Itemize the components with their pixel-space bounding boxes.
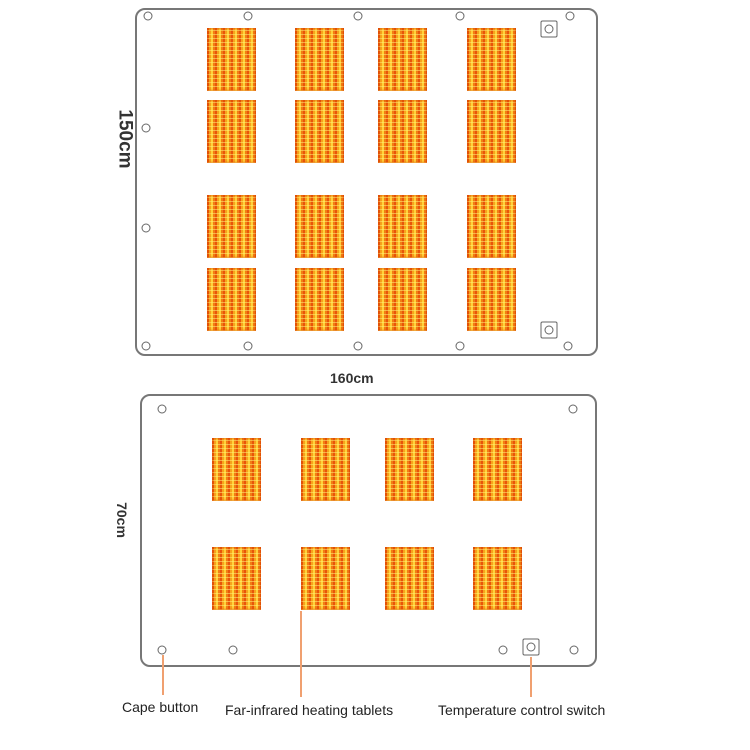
- heating-tablet: [467, 100, 516, 163]
- cape-button-hole: [157, 645, 167, 655]
- heating-tablets-callout: Far-infrared heating tablets: [225, 702, 394, 718]
- cape-button-hole: [353, 11, 363, 21]
- cape-button-callout: Cape button: [122, 699, 199, 715]
- heating-tablet: [378, 28, 427, 91]
- heating-tablet: [378, 195, 427, 258]
- temperature-switch-leader: [530, 657, 532, 697]
- heating-tablet: [207, 268, 256, 331]
- heating-tablet: [473, 438, 522, 501]
- cape-button-hole: [141, 123, 151, 133]
- cape-button-hole: [157, 404, 167, 414]
- cape-button-hole: [569, 645, 579, 655]
- cape-button-hole: [565, 11, 575, 21]
- cape-button-hole: [228, 645, 238, 655]
- cape-button-hole: [243, 11, 253, 21]
- cape-button-hole: [143, 11, 153, 21]
- temperature-switch-icon: [522, 638, 540, 656]
- heating-tablet: [473, 547, 522, 610]
- cape-button-hole: [563, 341, 573, 351]
- heating-tablet: [301, 547, 350, 610]
- cape-button-hole: [568, 404, 578, 414]
- heating-tablet: [295, 100, 344, 163]
- heating-tablet: [295, 195, 344, 258]
- heating-tablet: [467, 28, 516, 91]
- temperature-switch-icon: [540, 20, 558, 38]
- heating-tablet: [207, 100, 256, 163]
- large-heating-panel: [135, 8, 598, 356]
- heating-tablets-leader: [300, 611, 302, 697]
- heating-tablet: [378, 268, 427, 331]
- heating-tablet: [295, 28, 344, 91]
- heating-tablet: [385, 547, 434, 610]
- heating-tablet: [295, 268, 344, 331]
- cape-button-hole: [455, 341, 465, 351]
- large-width-label: 160cm: [330, 370, 374, 386]
- temperature-switch-icon: [540, 321, 558, 339]
- cape-button-hole: [353, 341, 363, 351]
- cape-button-hole: [141, 223, 151, 233]
- large-height-label: 150cm: [114, 109, 136, 169]
- small-heating-panel: [140, 394, 597, 667]
- heating-tablet: [467, 268, 516, 331]
- heating-tablet: [212, 438, 261, 501]
- cape-button-hole: [141, 341, 151, 351]
- heating-tablet: [207, 28, 256, 91]
- heating-tablet: [207, 195, 256, 258]
- cape-button-leader: [162, 655, 164, 695]
- heating-tablet: [385, 438, 434, 501]
- temperature-switch-callout: Temperature control switch: [438, 702, 606, 718]
- cape-button-hole: [243, 341, 253, 351]
- heating-tablet: [301, 438, 350, 501]
- heating-tablet: [212, 547, 261, 610]
- cape-button-hole: [455, 11, 465, 21]
- cape-button-hole: [498, 645, 508, 655]
- heating-tablet: [467, 195, 516, 258]
- heating-tablet: [378, 100, 427, 163]
- small-height-label: 70cm: [113, 502, 130, 538]
